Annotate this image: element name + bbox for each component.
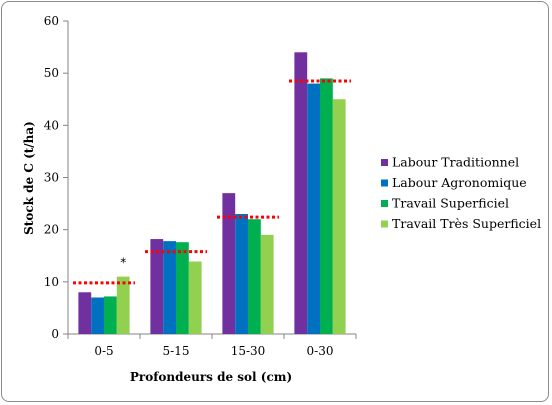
- x-tick-label: 0-30: [307, 344, 334, 358]
- bar: [91, 297, 104, 334]
- legend-label: Travail Très Superficiel: [392, 216, 541, 231]
- bar: [260, 234, 274, 334]
- legend-label: Labour Traditionnel: [392, 155, 519, 170]
- bar: [294, 52, 308, 335]
- x-tick-label: 0-5: [94, 344, 113, 358]
- bar: [235, 214, 248, 334]
- y-tick-label: 40: [44, 118, 59, 132]
- legend-label: Labour Agronomique: [392, 175, 527, 190]
- bar: [176, 242, 189, 334]
- bar: [188, 261, 202, 334]
- bar: [150, 239, 164, 334]
- y-tick-label: 10: [44, 275, 59, 289]
- x-axis-title: Profondeurs de sol (cm): [130, 370, 292, 384]
- x-tick-label: 15-30: [231, 344, 266, 358]
- bar: [307, 83, 320, 334]
- x-tick-label: 5-15: [163, 344, 190, 358]
- bar: [248, 219, 261, 334]
- legend-swatch: [381, 159, 388, 166]
- significance-asterisk: *: [120, 256, 126, 270]
- bar: [116, 276, 130, 334]
- y-axis-title: Stock de C (t/ha): [22, 121, 36, 235]
- bar: [320, 78, 333, 334]
- y-tick-label: 60: [44, 14, 59, 28]
- legend-label: Travail Superficiel: [392, 196, 509, 211]
- bar: [78, 292, 92, 334]
- y-tick-label: 0: [51, 327, 59, 341]
- bars: [78, 52, 346, 335]
- legend-item: Travail Très Superficiel: [381, 216, 541, 231]
- bar: [332, 99, 346, 334]
- legend-item: Labour Traditionnel: [381, 155, 519, 170]
- reference-lines: [73, 79, 351, 285]
- y-tick-label: 30: [44, 171, 59, 185]
- legend-swatch: [381, 200, 388, 207]
- legend-item: Labour Agronomique: [381, 175, 527, 190]
- annotations: *: [120, 256, 126, 270]
- legend-item: Travail Superficiel: [381, 196, 509, 211]
- bar: [222, 193, 236, 334]
- y-tick-label: 20: [44, 223, 59, 237]
- bar: [104, 296, 117, 334]
- legend-swatch: [381, 179, 388, 187]
- legend: Labour Traditionnel Labour Agronomique Tra…: [381, 155, 541, 231]
- legend-swatch: [381, 220, 388, 228]
- bar: [163, 241, 176, 334]
- y-axis: 0 10 20 30 40 50 60: [44, 14, 69, 341]
- y-tick-label: 50: [44, 66, 59, 80]
- x-axis: 0-5 5-15 15-30 0-30: [67, 333, 357, 358]
